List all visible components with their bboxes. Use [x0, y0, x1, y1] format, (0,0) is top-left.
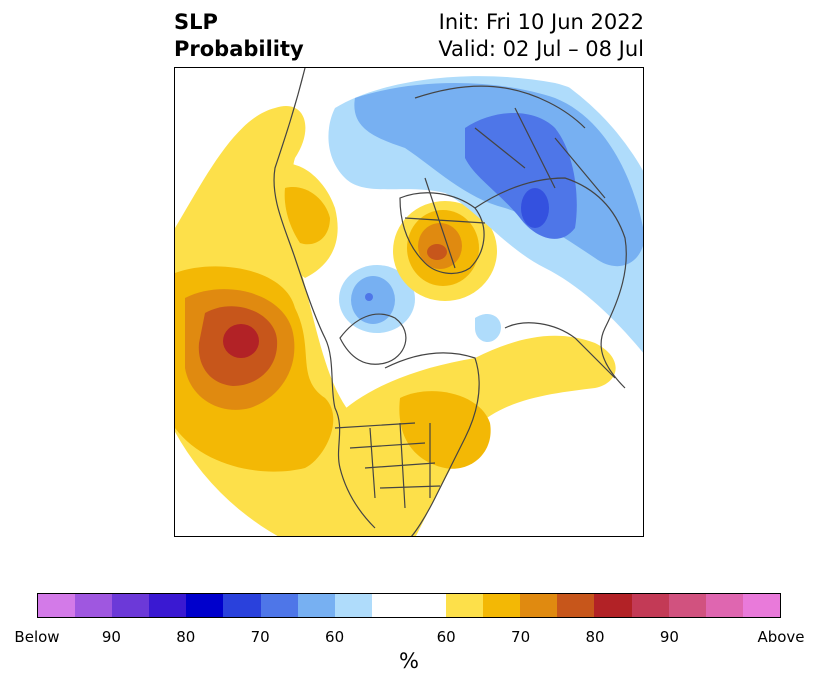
arctic-above-75 — [427, 244, 447, 260]
colorbar-tick-label: 60 — [436, 628, 456, 646]
coastlines — [273, 68, 627, 536]
colorbar-swatch-13 — [520, 594, 558, 617]
init-date: Init: Fri 10 Jun 2022 — [438, 10, 644, 34]
colorbar-swatch-0 — [38, 594, 76, 617]
map-title: SLP Probability — [174, 9, 304, 63]
map-panel — [174, 67, 644, 537]
valid-period: Valid: 02 Jul – 08 Jul — [438, 37, 644, 61]
colorbar-tick-label: 90 — [659, 628, 679, 646]
colorbar-swatch-6 — [260, 594, 298, 617]
colorbar-swatch-12 — [483, 594, 521, 617]
colorbar-swatch-1 — [75, 594, 113, 617]
colorbar-swatch-4 — [186, 594, 224, 617]
siberia-below-85 — [521, 188, 549, 228]
map-dates: Init: Fri 10 Jun 2022 Valid: 02 Jul – 08… — [438, 9, 644, 63]
colorbar-tick-label: 90 — [101, 628, 121, 646]
colorbar-swatch-5 — [223, 594, 261, 617]
pacific-above-80 — [223, 324, 259, 358]
hudson-bay-blue-70 — [351, 276, 395, 324]
colorbar-swatch-9 — [371, 594, 409, 617]
colorbar-tick-label: 80 — [585, 628, 605, 646]
east-us-above-65 — [399, 391, 491, 469]
colorbar-tick-label: 70 — [250, 628, 270, 646]
arctic-ocean-blue — [475, 313, 501, 343]
colorbar-swatch-17 — [668, 594, 706, 617]
colorbar-swatch-15 — [594, 594, 632, 617]
colorbar-swatch-2 — [112, 594, 150, 617]
colorbar-tick-label: 60 — [325, 628, 345, 646]
colorbar-swatch-3 — [149, 594, 187, 617]
colorbar-swatch-18 — [705, 594, 743, 617]
colorbar-swatch-11 — [446, 594, 484, 617]
title-product: Probability — [174, 37, 304, 61]
colorbar-tick-label: Above — [757, 628, 805, 646]
rockies-above-65 — [284, 187, 330, 245]
colorbar-tick-label: 70 — [511, 628, 531, 646]
probability-colorbar — [37, 593, 781, 618]
colorbar-swatch-14 — [557, 594, 595, 617]
colorbar-tick-label: Below — [14, 628, 60, 646]
colorbar-swatch-16 — [631, 594, 669, 617]
colorbar-tick-label: 80 — [176, 628, 196, 646]
colorbar-swatch-7 — [297, 594, 335, 617]
colorbar-swatch-19 — [742, 594, 780, 617]
colorbar-swatch-8 — [334, 594, 372, 617]
hudson-bay-blue-80 — [365, 293, 373, 301]
colorbar-unit: % — [399, 649, 419, 673]
polar-stereographic-map — [175, 68, 643, 536]
title-variable: SLP — [174, 10, 218, 34]
colorbar-swatch-10 — [408, 594, 447, 617]
